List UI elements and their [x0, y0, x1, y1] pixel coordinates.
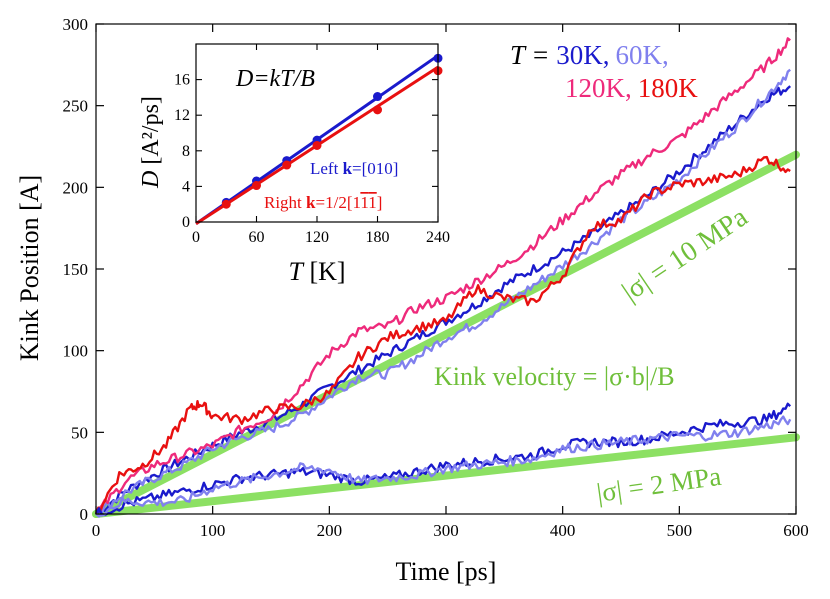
inset-x-title-var: T — [288, 257, 304, 286]
inset-point-right — [312, 140, 322, 150]
inset-y-tick-label: 16 — [174, 72, 190, 89]
legend-prefix: T = — [510, 40, 556, 70]
inset-legend-left-k: k — [343, 159, 353, 178]
x-tick-label: 500 — [667, 521, 693, 540]
y-tick-label: 300 — [63, 15, 89, 34]
legend-30k: 30K, — [556, 40, 609, 70]
x-tick-label: 200 — [317, 521, 343, 540]
series-10-mpa-30k — [95, 85, 792, 515]
y-tick-label: 50 — [71, 423, 88, 442]
inset-x-title-unit: [K] — [303, 257, 346, 286]
fit-line-2-mpa — [92, 433, 800, 518]
inset-legend-right-bar2: 1 — [368, 193, 377, 212]
y-axis-title: Kink Position [A] — [15, 175, 44, 361]
inset-point-left — [373, 92, 382, 102]
inset-x-title: T [K] — [288, 257, 345, 286]
inset-legend-left-val: =[010] — [352, 159, 398, 178]
y-tick-label: 200 — [63, 178, 89, 197]
y-tick-label: 250 — [63, 97, 89, 116]
inset-point-right — [373, 105, 382, 115]
x-tick-label: 600 — [783, 521, 809, 540]
x-tick-label: 300 — [433, 521, 459, 540]
inset-y-tick-label: 0 — [182, 214, 190, 231]
inset-x-tick-label: 60 — [249, 229, 265, 246]
series-10-mpa-180k — [94, 155, 791, 515]
x-tick-label: 400 — [550, 521, 576, 540]
legend-120k: 120K, — [565, 73, 632, 103]
inset-y-title-unit: [A²/ps] — [138, 96, 164, 171]
main-series-group — [92, 37, 800, 518]
inset-legend-right-prefix: Right — [264, 193, 306, 212]
inset-point-right — [282, 160, 292, 170]
x-tick-label: 0 — [92, 521, 101, 540]
inset-axes: 0 60 120 180 240 0 4 8 12 16 — [174, 44, 450, 246]
inset-x-tick-label: 240 — [426, 229, 450, 246]
stress-2mpa-label: |σ| = 2 MPa — [595, 461, 723, 508]
x-axis-title: Time [ps] — [396, 557, 497, 586]
inset-title: D=kT/B — [235, 66, 315, 92]
legend-60k: 60K, — [616, 40, 669, 70]
inset-y-tick-label: 4 — [182, 178, 190, 195]
inset-y-title-var: D — [138, 171, 164, 189]
y-tick-label: 100 — [63, 342, 89, 361]
inset-legend-left-prefix: Left — [310, 159, 343, 178]
legend-180k: 180K — [638, 73, 699, 103]
inset-y-tick-label: 8 — [182, 143, 190, 160]
kink-velocity-formula: Kink velocity = |σ·b|/B — [434, 362, 675, 391]
y-tick-label: 0 — [80, 505, 89, 524]
fit-line-10-mpa — [92, 150, 800, 518]
inset-legend-left: Left k=[010] — [310, 159, 398, 178]
inset-x-tick-label: 180 — [366, 229, 390, 246]
inset-y-tick-label: 12 — [174, 107, 190, 124]
inset-x-tick-label: 0 — [192, 229, 200, 246]
inset-background — [196, 44, 438, 222]
stress-10mpa-label: |σ| = 10 MPa — [617, 201, 754, 308]
inset-point-right — [221, 199, 231, 209]
inset-y-title: D [A²/ps] — [138, 96, 164, 189]
temperature-legend-line2: 120K, 180K — [565, 73, 698, 103]
series-10-mpa-120k — [94, 37, 791, 515]
inset-x-tick-label: 120 — [305, 229, 329, 246]
y-tick-label: 150 — [63, 260, 89, 279]
inset-legend-right-bar1: 1 — [360, 193, 368, 212]
inset-point-right — [252, 181, 261, 191]
temperature-legend: T = 30K, 60K, — [510, 40, 669, 70]
inset-legend-right-k: k — [306, 193, 316, 212]
inset-legend-right-val: =1/2[1 — [316, 193, 361, 212]
inset-legend-right-end: ] — [377, 193, 383, 212]
inset-series-group — [195, 53, 443, 226]
inset-legend-right: Right k=1/2[111] — [264, 193, 382, 212]
x-tick-label: 100 — [200, 521, 226, 540]
series-2-mpa-60k — [95, 415, 792, 517]
